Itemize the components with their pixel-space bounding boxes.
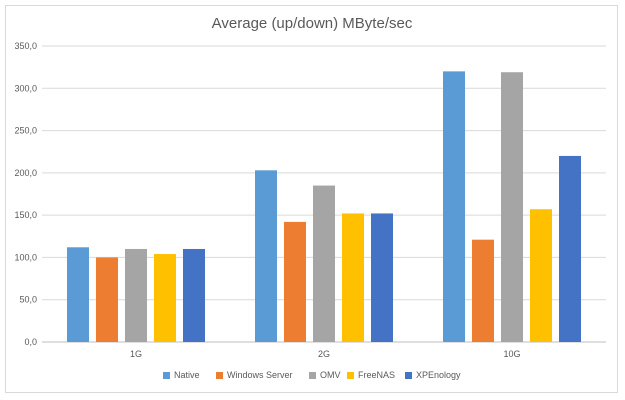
legend-swatch bbox=[216, 372, 223, 379]
bar-native-1g bbox=[67, 247, 89, 342]
chart-title: Average (up/down) MByte/sec bbox=[212, 15, 413, 32]
legend-swatch bbox=[405, 372, 412, 379]
legend-label: FreeNAS bbox=[358, 370, 395, 380]
bar-windows-server-10g bbox=[472, 239, 494, 342]
bars bbox=[67, 71, 581, 343]
y-axis: 0,0 50,0 100,0 150,0 200,0 250,0 300,0 350,0 bbox=[14, 41, 37, 347]
legend: Native Windows Server OMV FreeNAS XPEnology bbox=[163, 370, 461, 380]
bar-freenas-10g bbox=[530, 209, 552, 342]
legend-label: OMV bbox=[320, 370, 341, 380]
bar-omv-2g bbox=[313, 185, 335, 342]
bar-xpenology-10g bbox=[559, 155, 581, 342]
legend-label: Windows Server bbox=[227, 370, 293, 380]
y-tick-label: 200,0 bbox=[14, 168, 37, 178]
bar-omv-1g bbox=[125, 248, 147, 342]
x-tick-label: 2G bbox=[318, 349, 330, 359]
bar-xpenology-2g bbox=[371, 213, 393, 342]
bar-omv-10g bbox=[501, 72, 523, 343]
bar-windows-server-2g bbox=[284, 221, 306, 342]
y-tick-label: 300,0 bbox=[14, 83, 37, 93]
legend-swatch bbox=[309, 372, 316, 379]
legend-swatch bbox=[347, 372, 354, 379]
y-tick-label: 50,0 bbox=[19, 295, 37, 305]
bar-freenas-2g bbox=[342, 213, 364, 342]
legend-label: XPEnology bbox=[416, 370, 461, 380]
y-tick-label: 100,0 bbox=[14, 252, 37, 262]
bar-freenas-1g bbox=[154, 254, 176, 342]
bar-windows-server-1g bbox=[96, 257, 118, 342]
y-tick-label: 250,0 bbox=[14, 126, 37, 136]
legend-label: Native bbox=[174, 370, 200, 380]
legend-swatch bbox=[163, 372, 170, 379]
y-tick-label: 350,0 bbox=[14, 41, 37, 51]
y-tick-label: 150,0 bbox=[14, 210, 37, 220]
bar-native-10g bbox=[443, 71, 465, 342]
bar-native-2g bbox=[255, 170, 277, 342]
x-axis: 1G 2G 10G bbox=[130, 349, 521, 359]
x-tick-label: 10G bbox=[503, 349, 520, 359]
y-tick-label: 0,0 bbox=[24, 337, 37, 347]
bar-xpenology-1g bbox=[183, 248, 205, 342]
x-tick-label: 1G bbox=[130, 349, 142, 359]
